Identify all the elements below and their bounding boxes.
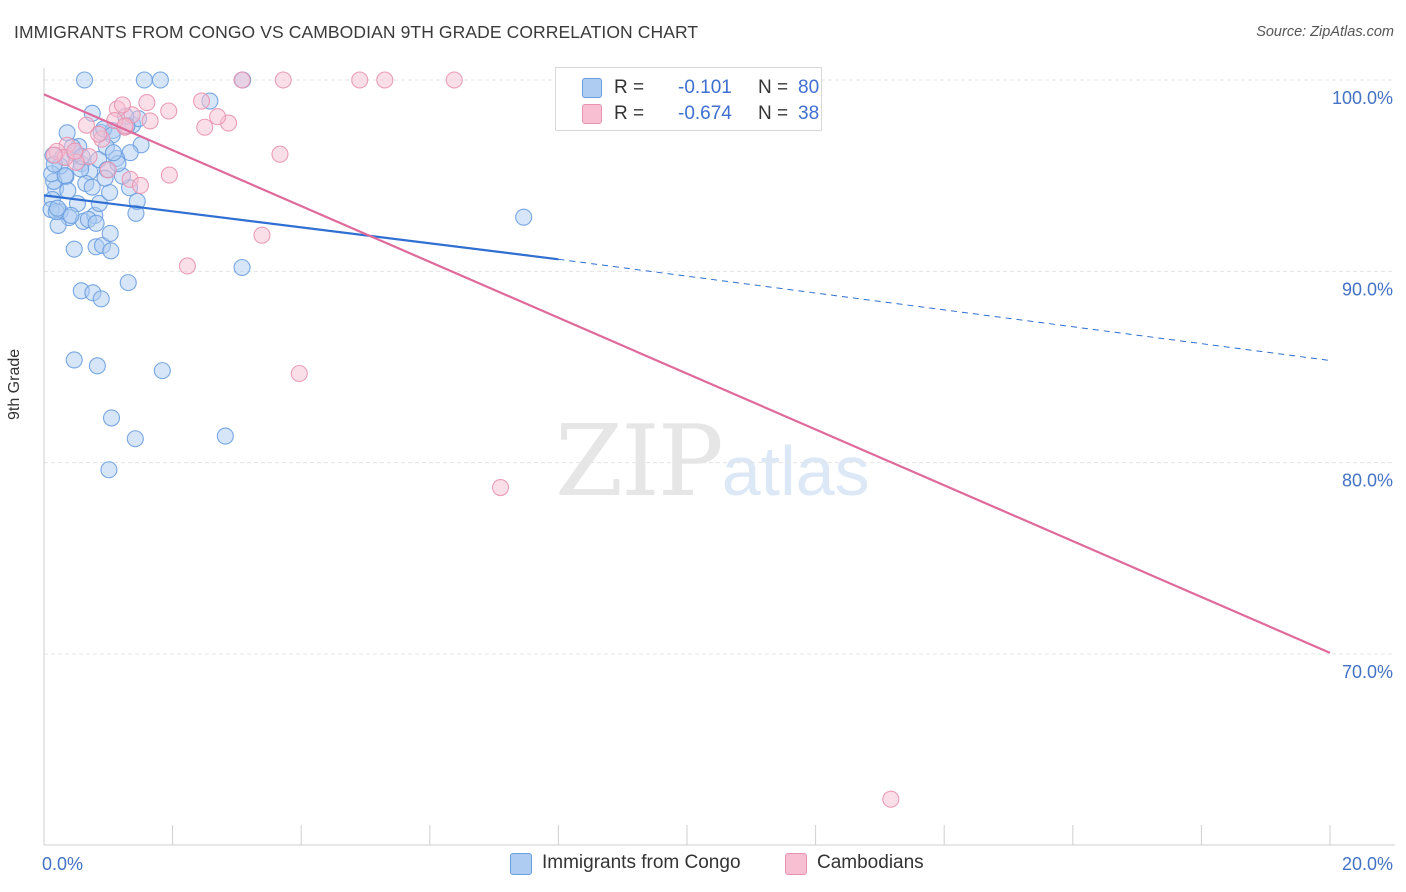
x-tick-label-0: 0.0%	[42, 854, 83, 874]
congo-point-58	[153, 362, 171, 380]
chart-title: IMMIGRANTS FROM CONGO VS CAMBODIAN 9TH G…	[14, 22, 699, 42]
cambodians-point-20	[271, 145, 289, 163]
congo-point-49	[102, 242, 120, 260]
congo-point-77	[104, 144, 122, 162]
cambodians-point-30	[90, 125, 108, 143]
r-label-congo: R =	[614, 77, 645, 98]
cambodians-point-1	[274, 71, 292, 89]
cambodians-point-29	[113, 96, 131, 114]
trend-lines	[43, 93, 1331, 654]
r-value-congo: -0.101	[678, 77, 732, 98]
congo-point-56	[65, 351, 83, 369]
congo-point-50	[101, 224, 119, 242]
congo-point-46	[65, 240, 83, 258]
watermark: ZIPatlas	[555, 405, 870, 519]
n-label-congo: N =	[758, 77, 789, 98]
y-tick-label-3: 100.0%	[1332, 88, 1393, 108]
congo-point-79	[56, 167, 74, 185]
series-cambodians-points	[45, 71, 900, 808]
congo-point-51	[119, 274, 137, 292]
cambodians-point-0	[233, 71, 251, 89]
cambodians-point-21	[160, 166, 178, 184]
congo-point-60	[126, 430, 144, 448]
n-value-cambodians: 38	[798, 103, 820, 124]
series-legend: Immigrants from Congo Cambodians	[0, 851, 1406, 877]
congo-point-78	[48, 199, 67, 217]
congo-point-2	[135, 71, 153, 89]
cambodians-point-9	[141, 112, 159, 130]
congo-point-0	[75, 71, 94, 89]
r-value-cambodians: -0.674	[678, 103, 732, 124]
cambodians-point-24	[253, 226, 271, 244]
correlation-legend: R = -0.101 N = 80 R = -0.674 N = 38	[555, 67, 822, 131]
congo-point-1	[151, 71, 169, 89]
cambodians-point-27	[491, 478, 510, 497]
cambodians-point-28	[882, 790, 900, 808]
trend-line-congo	[43, 194, 559, 261]
cambodians-point-26	[290, 364, 308, 383]
congo-point-54	[92, 290, 110, 308]
congo-point-57	[88, 357, 106, 375]
gridlines	[44, 79, 1395, 655]
n-label-cambodians: N =	[758, 103, 789, 124]
cambodians-point-6	[160, 102, 178, 120]
cambodians-point-35	[66, 142, 84, 160]
y-tick-label-1: 80.0%	[1342, 471, 1393, 491]
legend-swatch-congo	[510, 853, 532, 875]
congo-point-39	[87, 214, 105, 232]
congo-point-59	[102, 409, 121, 427]
source-credit: Source: ZipAtlas.com	[1256, 24, 1394, 40]
cambodians-point-2	[351, 71, 369, 89]
congo-point-55	[233, 258, 251, 277]
n-value-congo: 80	[798, 77, 820, 98]
cambodians-point-37	[45, 146, 63, 164]
cambodians-point-32	[138, 94, 156, 112]
congo-point-63	[515, 208, 533, 226]
cambodians-point-31	[77, 116, 95, 134]
cambodians-point-3	[376, 71, 394, 89]
y-tick-label-2: 90.0%	[1342, 279, 1393, 299]
cambodians-point-7	[192, 92, 211, 110]
series-congo-points	[42, 71, 533, 479]
watermark-atlas: atlas	[721, 432, 870, 510]
legend-label-cambodians: Cambodians	[817, 852, 924, 873]
trend-line-cambodians	[43, 93, 1331, 654]
swatch-cambodians	[582, 104, 602, 124]
congo-point-37	[62, 206, 80, 225]
cambodians-point-33	[209, 108, 227, 126]
congo-point-24	[101, 183, 119, 202]
congo-point-61	[216, 427, 234, 445]
trend-line-congo-projection	[558, 258, 1331, 361]
y-tick-label-0: 70.0%	[1342, 662, 1393, 682]
cambodians-point-18	[99, 161, 117, 179]
r-label-cambodians: R =	[614, 103, 645, 124]
swatch-congo	[582, 78, 602, 98]
watermark-zip: ZIP	[555, 405, 724, 519]
y-axis-label: 9th Grade	[6, 348, 23, 420]
legend-label-congo: Immigrants from Congo	[542, 852, 741, 873]
axes	[43, 68, 1395, 846]
congo-point-72	[83, 178, 101, 196]
x-tick-label-1: 20.0%	[1342, 854, 1393, 874]
cambodians-point-25	[178, 257, 196, 275]
tick-labels: 70.0% 80.0% 90.0% 100.0% 0.0% 20.0%	[42, 88, 1393, 874]
cambodians-point-23	[131, 176, 149, 194]
cambodians-point-4	[445, 71, 463, 89]
congo-point-62	[100, 461, 118, 479]
cambodians-point-10	[196, 118, 214, 136]
legend-swatch-cambodians	[785, 853, 807, 875]
